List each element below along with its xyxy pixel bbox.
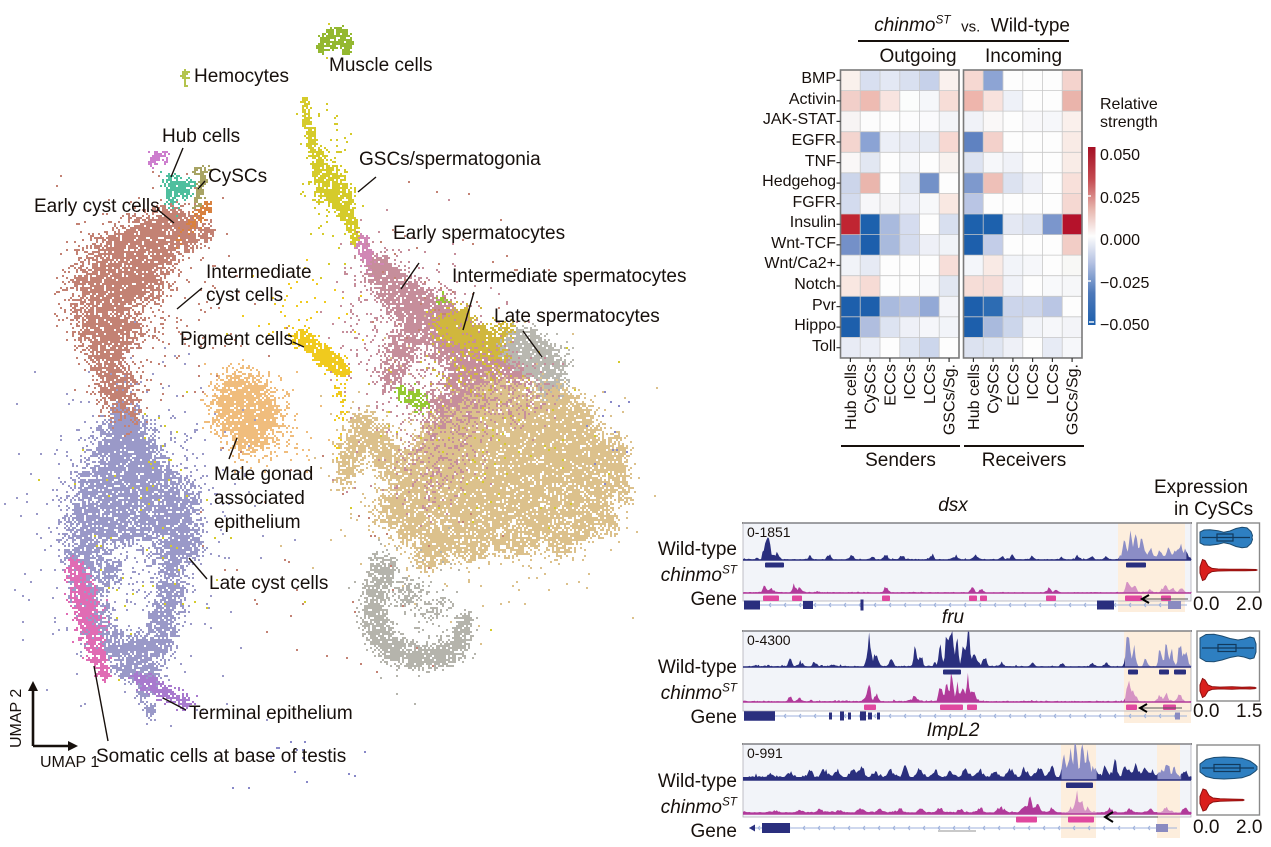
svg-text:Hub cells: Hub cells (966, 364, 983, 430)
svg-text:ICCs: ICCs (902, 364, 919, 400)
svg-text:CySCs: CySCs (986, 364, 1003, 414)
svg-text:ICCs: ICCs (1025, 364, 1042, 400)
svg-text:GSCs/Sg.: GSCs/Sg. (1065, 364, 1082, 435)
svg-text:Hub cells: Hub cells (843, 364, 860, 430)
svg-text:ECCs: ECCs (882, 364, 899, 406)
svg-text:ECCs: ECCs (1005, 364, 1022, 406)
svg-text:LCCs: LCCs (1045, 364, 1062, 404)
svg-text:CySCs: CySCs (863, 364, 880, 414)
svg-text:GSCs/Sg.: GSCs/Sg. (942, 364, 959, 435)
svg-text:LCCs: LCCs (922, 364, 939, 404)
